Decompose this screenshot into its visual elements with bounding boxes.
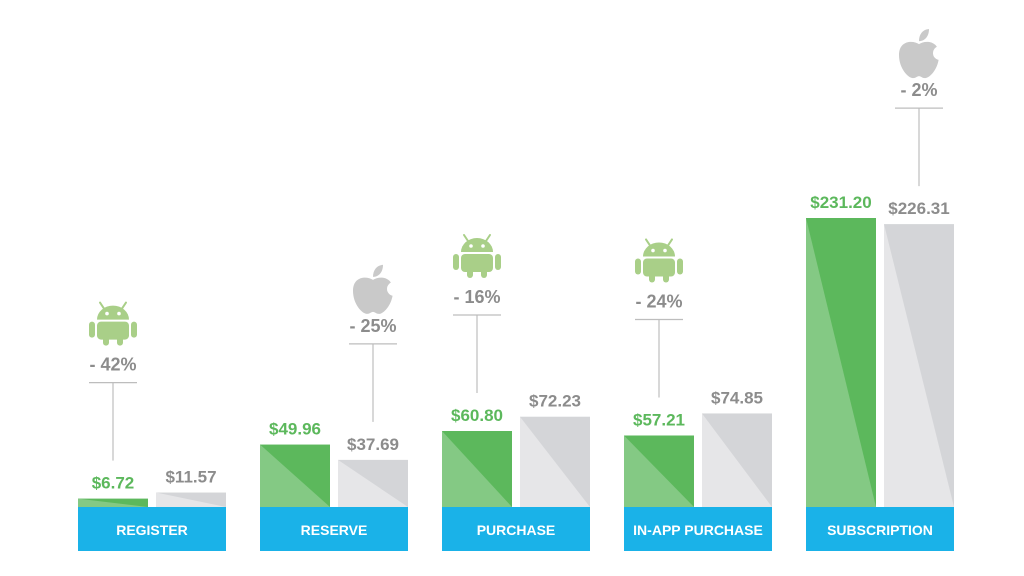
android-value-label: $6.72 [92, 474, 135, 493]
category-label: IN-APP PURCHASE [624, 507, 772, 551]
apple-icon [353, 264, 401, 314]
android-bar [78, 498, 148, 507]
android-bar [442, 431, 512, 507]
ios-bar [156, 492, 226, 507]
apple-icon [899, 29, 947, 79]
category-label: SUBSCRIPTION [806, 507, 954, 551]
android-bar [806, 218, 876, 507]
android-bar [624, 435, 694, 507]
ios-value-label: $72.23 [529, 392, 581, 411]
difference-percent: - 25% [349, 316, 396, 336]
svg-text:RESERVE: RESERVE [301, 522, 368, 538]
ios-bar [338, 459, 408, 507]
android-value-label: $49.96 [269, 420, 321, 439]
android-icon [453, 234, 501, 278]
ios-value-label: $226.31 [888, 199, 949, 218]
svg-text:SUBSCRIPTION: SUBSCRIPTION [827, 522, 933, 538]
android-icon [89, 301, 137, 346]
ios-value-label: $11.57 [165, 468, 216, 487]
android-bar [260, 444, 330, 507]
svg-text:PURCHASE: PURCHASE [477, 522, 556, 538]
ios-bar [520, 416, 590, 507]
ios-value-label: $37.69 [347, 435, 399, 454]
android-value-label: $57.21 [633, 410, 685, 429]
android-icon [635, 238, 683, 283]
difference-percent: - 24% [635, 291, 682, 311]
difference-percent: - 42% [89, 355, 136, 375]
ios-bar [884, 224, 954, 508]
ios-value-label: $74.85 [711, 388, 763, 407]
difference-percent: - 2% [900, 80, 937, 100]
android-value-label: $231.20 [810, 193, 871, 212]
ios-bar [702, 413, 772, 507]
difference-percent: - 16% [453, 287, 500, 307]
category-label: REGISTER [78, 507, 226, 551]
category-label: PURCHASE [442, 507, 590, 551]
svg-text:IN-APP PURCHASE: IN-APP PURCHASE [633, 522, 763, 538]
category-label: RESERVE [260, 507, 408, 551]
android-value-label: $60.80 [451, 406, 503, 425]
svg-text:REGISTER: REGISTER [116, 522, 188, 538]
